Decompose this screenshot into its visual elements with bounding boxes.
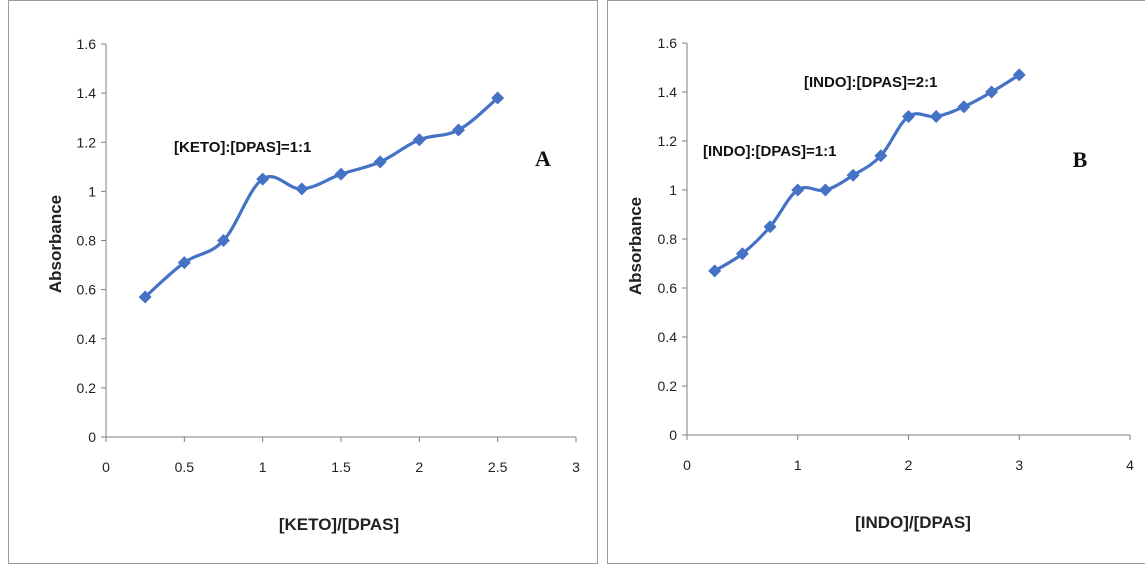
chart-b-x-tick-label: 3 [1015, 457, 1023, 473]
chart-b-series-line [713, 73, 1021, 273]
chart-b-y-tick-label: 0.2 [658, 378, 678, 394]
chart-a-panel-letter: A [535, 146, 551, 171]
chart-b-y-tick-label: 0.4 [658, 329, 678, 345]
chart-b-y-tick-label: 0.8 [658, 231, 678, 247]
chart-a-data-point [334, 167, 348, 181]
chart-b-data-point [846, 168, 860, 182]
chart-a-data-point [177, 256, 191, 270]
chart-b-svg: 0 0.2 0.4 0.6 0.8 1 1.2 1.4 1.6 0 1 2 3 4 [INDO]/[DPAS… [626, 35, 1134, 532]
chart-b-y-tick-label: 1.4 [658, 84, 678, 100]
chart-a-data-point [256, 172, 270, 186]
chart-b-data-point [902, 110, 915, 123]
chart-a-x-tick-label: 3 [572, 459, 580, 475]
chart-b-plot: 0 0.2 0.4 0.6 0.8 1 1.2 1.4 1.6 0 1 2 3 4 [INDO]/[DPAS… [626, 35, 1134, 532]
chart-a-x-tick-label: 2.5 [488, 459, 508, 475]
chart-b-data-point [929, 110, 943, 123]
chart-a-data-point [373, 155, 387, 169]
chart-a-data-point [138, 290, 152, 304]
chart-b-annotation: [INDO]:[DPAS]=2:1 [804, 74, 937, 91]
chart-b-x-tick-label: 4 [1126, 457, 1134, 473]
chart-b-data-point [985, 85, 999, 99]
chart-b-x-tick-label: 1 [794, 457, 802, 473]
chart-b-y-tick-label: 1.6 [658, 35, 678, 51]
chart-panel-a: 0 0.2 0.4 0.6 0.8 1 1.2 1.4 1.6 0 0.5 1 1.5 2 2.5 3 [KET… [8, 0, 598, 564]
chart-b-data-point [1012, 68, 1026, 82]
chart-a-y-axis-title: Absorbance [46, 195, 65, 293]
chart-a-data-point [491, 91, 505, 105]
chart-a-y-tick-label: 1.2 [77, 134, 97, 150]
chart-a-plot: 0 0.2 0.4 0.6 0.8 1 1.2 1.4 1.6 0 0.5 1 1.5 2 2.5 3 [KET… [46, 36, 580, 534]
chart-a-x-tick-label: 0.5 [175, 459, 195, 475]
chart-b-y-tick-label: 0.6 [658, 280, 678, 296]
chart-b-data-point [957, 100, 971, 114]
chart-a-data-point [452, 123, 465, 137]
chart-b-y-tick-label: 1 [669, 182, 677, 198]
chart-b-y-axis-title: Absorbance [626, 197, 645, 295]
chart-a-y-tick-label: 0.2 [77, 380, 97, 396]
chart-a-annotation: [KETO]:[DPAS]=1:1 [174, 139, 311, 156]
chart-a-x-tick-label: 1.5 [331, 459, 351, 475]
chart-a-x-tick-label: 2 [415, 459, 423, 475]
chart-a-x-tick-label: 1 [259, 459, 267, 475]
chart-a-svg: 0 0.2 0.4 0.6 0.8 1 1.2 1.4 1.6 0 0.5 1 1.5 2 2.5 3 [KET… [46, 36, 580, 534]
chart-b-y-tick-label: 0 [669, 427, 677, 443]
chart-a-data-point [412, 133, 426, 147]
chart-b-data-point [735, 247, 749, 261]
chart-a-series-line [144, 96, 499, 299]
chart-b-data-point [791, 183, 805, 197]
chart-b-data-point [763, 220, 777, 234]
chart-a-y-tick-label: 0 [88, 429, 96, 445]
chart-b-y-tick-label: 1.2 [658, 133, 678, 149]
chart-a-x-axis-title: [KETO]/[DPAS] [279, 515, 399, 534]
chart-b-x-tick-label: 2 [905, 457, 913, 473]
chart-a-x-tick-label: 0 [102, 459, 110, 475]
chart-a-y-tick-label: 0.6 [77, 282, 97, 298]
chart-panel-b: 0 0.2 0.4 0.6 0.8 1 1.2 1.4 1.6 0 1 2 3 4 [INDO]/[DPAS… [607, 0, 1145, 564]
chart-b-x-tick-label: 0 [683, 457, 691, 473]
chart-a-y-tick-label: 1.6 [77, 36, 97, 52]
chart-b-data-point [818, 183, 832, 197]
chart-a-y-tick-label: 0.4 [77, 331, 97, 347]
chart-b-data-point [708, 264, 722, 278]
chart-a-y-tick-label: 1.4 [77, 85, 97, 101]
chart-a-data-point [217, 234, 230, 247]
chart-b-annotation: [INDO]:[DPAS]=1:1 [703, 143, 836, 160]
chart-b-panel-letter: B [1073, 147, 1088, 172]
chart-a-y-tick-label: 1 [88, 183, 96, 199]
chart-a-data-point [295, 182, 309, 196]
chart-b-data-point [874, 149, 888, 163]
chart-a-y-tick-label: 0.8 [77, 233, 97, 249]
chart-b-x-axis-title: [INDO]/[DPAS] [855, 513, 971, 532]
